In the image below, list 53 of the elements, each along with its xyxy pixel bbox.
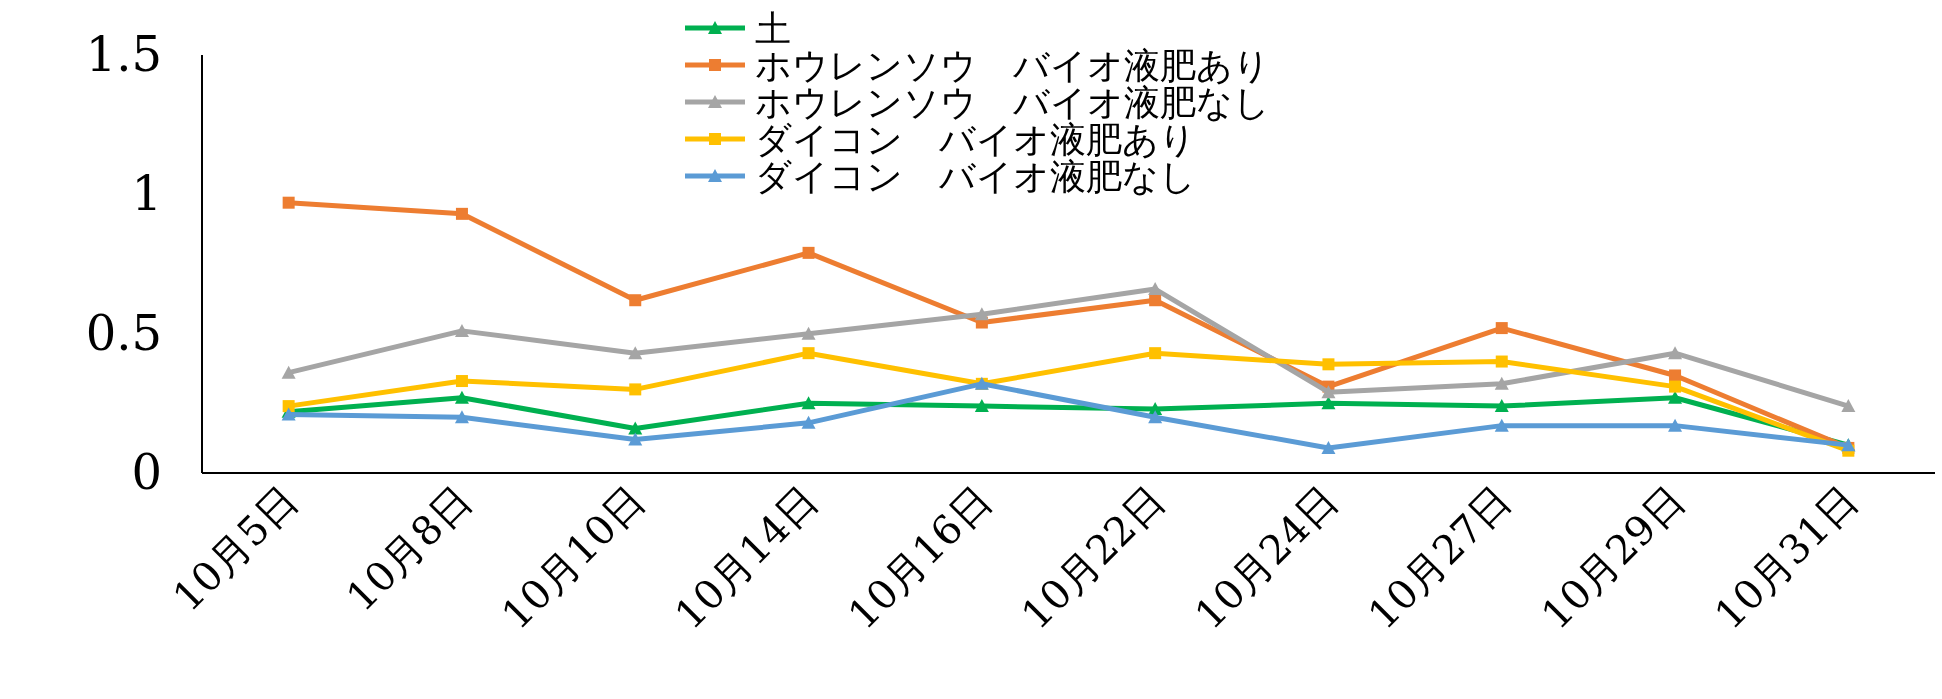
point xyxy=(282,196,295,209)
x-tick-label: 10月5日 xyxy=(163,476,308,620)
point xyxy=(1148,410,1163,424)
point xyxy=(1322,358,1335,371)
point xyxy=(1149,294,1162,307)
point xyxy=(1668,346,1683,360)
x-tick-label: 10月29日 xyxy=(1532,476,1694,638)
point xyxy=(1321,385,1336,399)
point xyxy=(1495,322,1508,335)
point xyxy=(801,396,816,410)
legend-label: 土 xyxy=(755,8,791,49)
x-tick-label: 10月27日 xyxy=(1359,476,1521,638)
point xyxy=(801,326,816,340)
point xyxy=(802,347,815,360)
point xyxy=(282,400,295,413)
point xyxy=(1494,418,1509,432)
point xyxy=(1668,390,1683,404)
point xyxy=(629,383,642,396)
point xyxy=(281,365,296,379)
point xyxy=(1668,418,1683,432)
point xyxy=(802,246,815,259)
point xyxy=(1494,399,1509,413)
point xyxy=(1669,369,1682,382)
x-tick-label: 10月22日 xyxy=(1012,476,1174,638)
point xyxy=(1321,440,1336,454)
y-tick-label: 0 xyxy=(131,444,162,500)
point xyxy=(974,399,989,413)
point xyxy=(628,346,643,360)
point xyxy=(455,375,468,388)
point xyxy=(801,415,816,429)
x-tick-label: 10月10日 xyxy=(492,476,654,638)
x-tick-label: 10月16日 xyxy=(839,476,1001,638)
x-tick-label: 10月8日 xyxy=(337,476,481,620)
point xyxy=(1841,399,1856,413)
point xyxy=(454,410,469,424)
x-tick-label: 10月24日 xyxy=(1185,476,1347,638)
y-tick-label: 0.5 xyxy=(85,304,162,361)
point xyxy=(629,294,642,307)
point xyxy=(974,307,989,321)
point xyxy=(628,421,643,435)
point xyxy=(454,390,469,404)
x-tick-label: 10月31日 xyxy=(1705,476,1867,638)
point xyxy=(628,432,643,446)
point xyxy=(1149,347,1162,360)
x-tick-label: 10月14日 xyxy=(665,476,827,638)
point xyxy=(455,207,468,220)
y-tick-label: 1.5 xyxy=(85,26,162,82)
point xyxy=(1321,396,1336,410)
point xyxy=(1494,376,1509,390)
point xyxy=(1669,380,1682,393)
y-tick-label: 1 xyxy=(131,165,162,222)
point xyxy=(454,323,469,337)
point xyxy=(1495,355,1508,368)
